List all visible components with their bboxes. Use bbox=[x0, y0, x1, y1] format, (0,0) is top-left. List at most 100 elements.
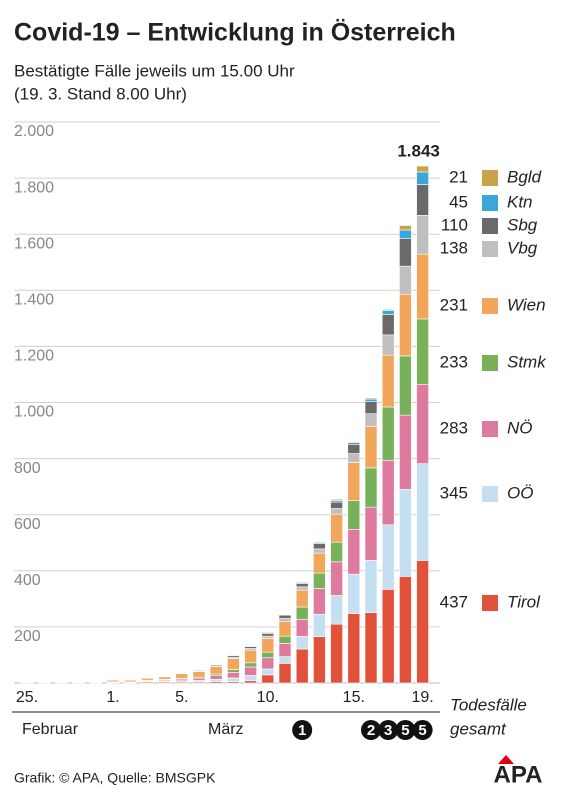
value-label: 283 bbox=[440, 418, 468, 437]
bar-segment bbox=[399, 293, 412, 357]
bar-segment bbox=[261, 674, 275, 684]
bar-segment bbox=[416, 184, 429, 216]
bar-segment bbox=[399, 229, 412, 239]
bar-segment bbox=[330, 623, 343, 684]
bar-segment bbox=[209, 666, 223, 675]
bar-segment bbox=[399, 238, 412, 267]
bar-segment bbox=[278, 635, 292, 644]
death-label: 5 bbox=[401, 722, 409, 739]
bar-segment bbox=[364, 612, 378, 684]
bar-segment bbox=[416, 463, 429, 561]
legend-swatch bbox=[482, 355, 498, 371]
x-tick-label: 10. bbox=[257, 689, 279, 706]
total-label: 1.843 bbox=[397, 141, 440, 160]
month-label: Februar bbox=[22, 721, 79, 738]
legend-swatch bbox=[482, 218, 498, 234]
bar-segment bbox=[192, 677, 206, 681]
bar-segment bbox=[347, 443, 361, 454]
value-label: 233 bbox=[440, 352, 468, 371]
bar-segment bbox=[244, 680, 257, 684]
y-tick-label: 600 bbox=[14, 516, 41, 533]
bar-segment bbox=[295, 606, 309, 620]
month-label: März bbox=[208, 721, 244, 738]
value-label: 21 bbox=[449, 167, 468, 186]
bar-segment bbox=[261, 635, 275, 639]
bar-segment bbox=[399, 489, 412, 577]
bar-segment bbox=[347, 528, 361, 575]
bar-segment bbox=[381, 406, 395, 461]
bar-segment bbox=[244, 662, 257, 668]
value-label: 138 bbox=[440, 238, 468, 257]
bar-segment bbox=[89, 681, 103, 683]
bar-segment bbox=[399, 576, 412, 684]
bar-segment bbox=[330, 508, 343, 515]
bar-segment bbox=[278, 643, 292, 657]
bar-segment bbox=[347, 453, 361, 463]
logo-mark bbox=[498, 755, 514, 764]
bar-segment bbox=[364, 506, 378, 561]
bar-segment bbox=[416, 253, 429, 320]
legend-label: Sbg bbox=[507, 215, 538, 234]
bar-segment bbox=[381, 314, 395, 336]
bar-segment bbox=[399, 265, 412, 295]
value-label: 437 bbox=[440, 592, 468, 611]
x-tick-label: 1. bbox=[106, 689, 119, 706]
legend-swatch bbox=[482, 195, 498, 211]
legend-swatch bbox=[482, 595, 498, 611]
x-tick-label: 5. bbox=[175, 689, 188, 706]
bar-segment bbox=[381, 354, 395, 408]
legend-label: Bgld bbox=[507, 167, 542, 186]
x-tick-label: 15. bbox=[343, 689, 365, 706]
y-tick-label: 1.800 bbox=[14, 179, 54, 196]
bar-segment bbox=[347, 462, 361, 501]
bar-segment bbox=[416, 165, 429, 173]
bar-segment bbox=[381, 334, 395, 356]
legend-label: Tirol bbox=[507, 592, 541, 611]
bar-segment bbox=[227, 658, 240, 670]
deaths-label: Todesfälle bbox=[450, 695, 527, 714]
bar-segment bbox=[330, 541, 343, 563]
bar-segment bbox=[227, 677, 240, 682]
subtitle: (19. 3. Stand 8.00 Uhr) bbox=[14, 84, 187, 103]
bar-segment bbox=[295, 583, 309, 588]
bar-segment bbox=[37, 682, 51, 684]
bar-segment bbox=[364, 413, 378, 427]
bar-segment bbox=[227, 669, 240, 673]
source: Grafik: © APA, Quelle: BMSGPK bbox=[14, 770, 216, 786]
bar-segment bbox=[295, 636, 309, 650]
bar-segment bbox=[381, 459, 395, 526]
bar-segment bbox=[313, 636, 326, 684]
bar-segment bbox=[330, 595, 343, 625]
legend-label: OÖ bbox=[507, 483, 533, 502]
bar-segment bbox=[416, 171, 429, 185]
bar-segment bbox=[278, 663, 292, 684]
chart-title: Covid-19 – Entwicklung in Österreich bbox=[14, 18, 456, 47]
bar-segment bbox=[158, 676, 171, 680]
y-tick-label: 1.000 bbox=[14, 404, 54, 421]
legend-label: NÖ bbox=[507, 418, 533, 437]
bar-segment bbox=[278, 656, 292, 664]
bar-segment bbox=[244, 675, 257, 682]
bar-segment bbox=[330, 501, 343, 509]
bar-segment bbox=[209, 675, 223, 680]
y-tick-label: 1.600 bbox=[14, 235, 54, 252]
death-marker bbox=[361, 720, 381, 740]
bar-segment bbox=[381, 589, 395, 684]
bar-segment bbox=[261, 657, 275, 670]
bar-segment bbox=[364, 401, 378, 415]
legend-label: Stmk bbox=[507, 352, 547, 371]
bar-segment bbox=[261, 633, 275, 637]
bar-segment bbox=[313, 572, 326, 589]
y-tick-label: 400 bbox=[14, 572, 41, 589]
bar-segment bbox=[295, 648, 309, 684]
bar-segment bbox=[261, 638, 275, 653]
deaths-label: gesamt bbox=[450, 719, 507, 738]
bar-segment bbox=[364, 560, 378, 613]
bar-segment bbox=[278, 618, 292, 622]
value-label: 231 bbox=[440, 295, 468, 314]
bar-segment bbox=[261, 631, 275, 634]
bar-segment bbox=[399, 355, 412, 416]
bar-segment bbox=[192, 671, 206, 678]
legend-swatch bbox=[482, 298, 498, 314]
